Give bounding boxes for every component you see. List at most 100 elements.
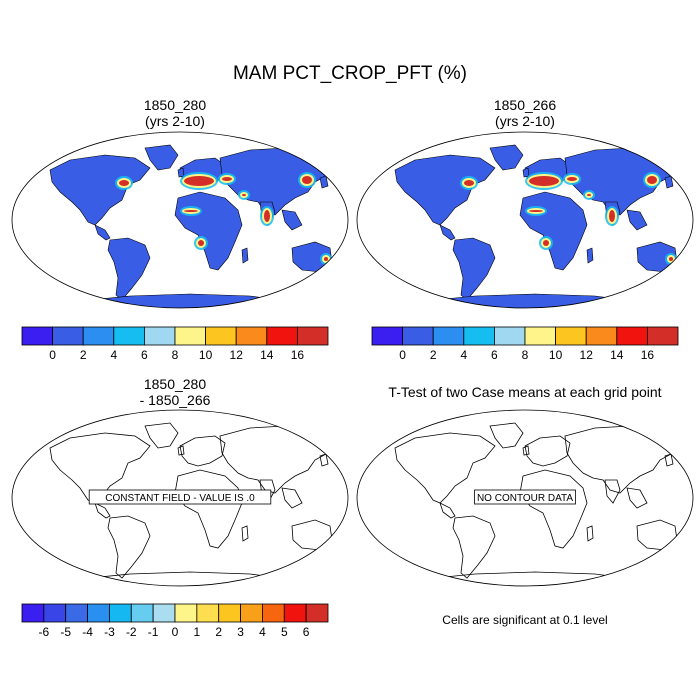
colorbar-box-13 xyxy=(305,603,329,623)
continent-central-america xyxy=(439,502,456,519)
continent-uk xyxy=(522,167,530,178)
continent-se-asia xyxy=(626,487,648,509)
continent-japan xyxy=(664,453,674,467)
colorbar-box-11 xyxy=(262,603,285,623)
crop-core-6 xyxy=(198,240,204,246)
colorbar-label-2: 4 xyxy=(460,348,467,362)
continent-greenland xyxy=(489,144,524,171)
colorbar-box-7 xyxy=(585,326,618,346)
colorbar-label-0: 0 xyxy=(399,348,406,362)
crop-core-2 xyxy=(264,210,270,222)
colorbar-label-5: 10 xyxy=(549,348,563,362)
colorbar-label-6: 12 xyxy=(230,348,244,362)
crop-core-5 xyxy=(529,210,543,212)
colorbar-difference: -6 -5 -4 -3 -2 -1 0 1 2 3 4 5 6 xyxy=(21,603,329,639)
continent-central-america xyxy=(439,224,456,241)
colorbar-label-7: 14 xyxy=(260,348,274,362)
colorbar-box-2 xyxy=(82,326,115,346)
colorbar-box-6 xyxy=(152,603,176,623)
panel-2-title-line2: (yrs 2-10) xyxy=(495,113,555,129)
continent-se-asia xyxy=(626,209,648,231)
colorbar-box-6 xyxy=(555,326,587,346)
continent-japan xyxy=(664,175,674,189)
continent-uk xyxy=(177,445,185,456)
continent-south-america xyxy=(452,237,496,301)
colorbar-label-10: 4 xyxy=(259,625,266,639)
colorbar-label-0: 0 xyxy=(49,348,56,362)
crop-core-4 xyxy=(119,180,129,186)
colorbar-panel-1: 0 2 4 6 8 10 12 14 16 xyxy=(21,326,329,362)
map-message-box xyxy=(88,489,272,505)
continent-japan xyxy=(319,175,329,189)
colorbar-box-3 xyxy=(87,603,110,623)
colorbar-box-2 xyxy=(432,326,465,346)
colorbar-label-8: 2 xyxy=(215,625,222,639)
map-frame xyxy=(356,131,694,309)
continent-madagascar xyxy=(586,247,594,264)
colorbar-box-9 xyxy=(296,326,329,346)
crop-core-7 xyxy=(324,257,328,261)
continent-uk xyxy=(177,167,185,178)
continent-europe xyxy=(524,435,571,467)
crop-core-4 xyxy=(464,180,474,186)
continent-greenland xyxy=(144,422,179,449)
colorbar-box-8 xyxy=(266,326,298,346)
continent-se-asia xyxy=(281,209,303,231)
map-panel-2 xyxy=(356,131,694,309)
crop-core-8 xyxy=(587,194,591,196)
panel-1-title: 1850_280 (yrs 2-10) xyxy=(60,97,290,129)
colorbar-box-3 xyxy=(113,326,145,346)
continent-se-asia xyxy=(281,487,303,509)
panel-1-title-line2: (yrs 2-10) xyxy=(145,113,205,129)
crop-core-3 xyxy=(647,176,657,184)
panel-4-title: T-Test of two Case means at each grid po… xyxy=(355,384,695,400)
colorbar-box-0 xyxy=(371,326,404,346)
continent-north-america xyxy=(394,432,496,504)
colorbar-box-5 xyxy=(524,326,557,346)
colorbar-box-1 xyxy=(43,603,67,623)
map-frame xyxy=(11,131,349,309)
colorbar-label-3: 6 xyxy=(491,348,498,362)
colorbar-label-7: 1 xyxy=(194,625,201,639)
colorbar-label-5: -1 xyxy=(148,625,159,639)
colorbar-label-5: 10 xyxy=(199,348,213,362)
colorbar-label-11: 5 xyxy=(281,625,288,639)
colorbar-label-3: 6 xyxy=(141,348,148,362)
page-title: MAM PCT_CROP_PFT (%) xyxy=(232,63,467,84)
panel-2-title: 1850_266 (yrs 2-10) xyxy=(410,97,640,129)
crop-core-0 xyxy=(184,176,214,186)
crop-core-0 xyxy=(529,176,559,186)
continent-madagascar xyxy=(586,525,594,542)
colorbar-box-6 xyxy=(205,326,237,346)
colorbar-box-1 xyxy=(52,326,84,346)
colorbar-box-0 xyxy=(21,603,45,623)
map-message-text: NO CONTOUR DATA xyxy=(477,493,573,504)
colorbar-label-1: 2 xyxy=(430,348,437,362)
panel-1-title-line1: 1850_280 xyxy=(143,97,207,113)
colorbar-label-1: -5 xyxy=(60,625,71,639)
colorbar-box-2 xyxy=(65,603,88,623)
colorbar-box-10 xyxy=(240,603,263,623)
crop-core-8 xyxy=(242,194,246,196)
colorbar-box-4 xyxy=(494,326,526,346)
colorbar-box-1 xyxy=(402,326,434,346)
crop-core-6 xyxy=(543,240,549,246)
colorbar-box-8 xyxy=(616,326,648,346)
colorbar-label-9: 3 xyxy=(237,625,244,639)
colorbar-box-7 xyxy=(235,326,268,346)
colorbar-label-6: 12 xyxy=(580,348,594,362)
panel-2-title-line1: 1850_266 xyxy=(493,97,557,113)
colorbar-label-4: -2 xyxy=(126,625,137,639)
map-frame xyxy=(11,409,349,587)
colorbar-label-2: 4 xyxy=(110,348,117,362)
colorbar-box-4 xyxy=(109,603,132,623)
continent-madagascar xyxy=(241,525,249,542)
colorbar-box-7 xyxy=(174,603,198,623)
significance-footnote: Cells are significant at 0.1 level xyxy=(442,613,608,627)
colorbar-label-2: -4 xyxy=(82,625,93,639)
crop-core-5 xyxy=(184,210,198,212)
continent-africa xyxy=(519,469,588,549)
crop-core-3 xyxy=(302,176,312,184)
continent-greenland xyxy=(489,422,524,449)
colorbar-label-4: 8 xyxy=(522,348,529,362)
